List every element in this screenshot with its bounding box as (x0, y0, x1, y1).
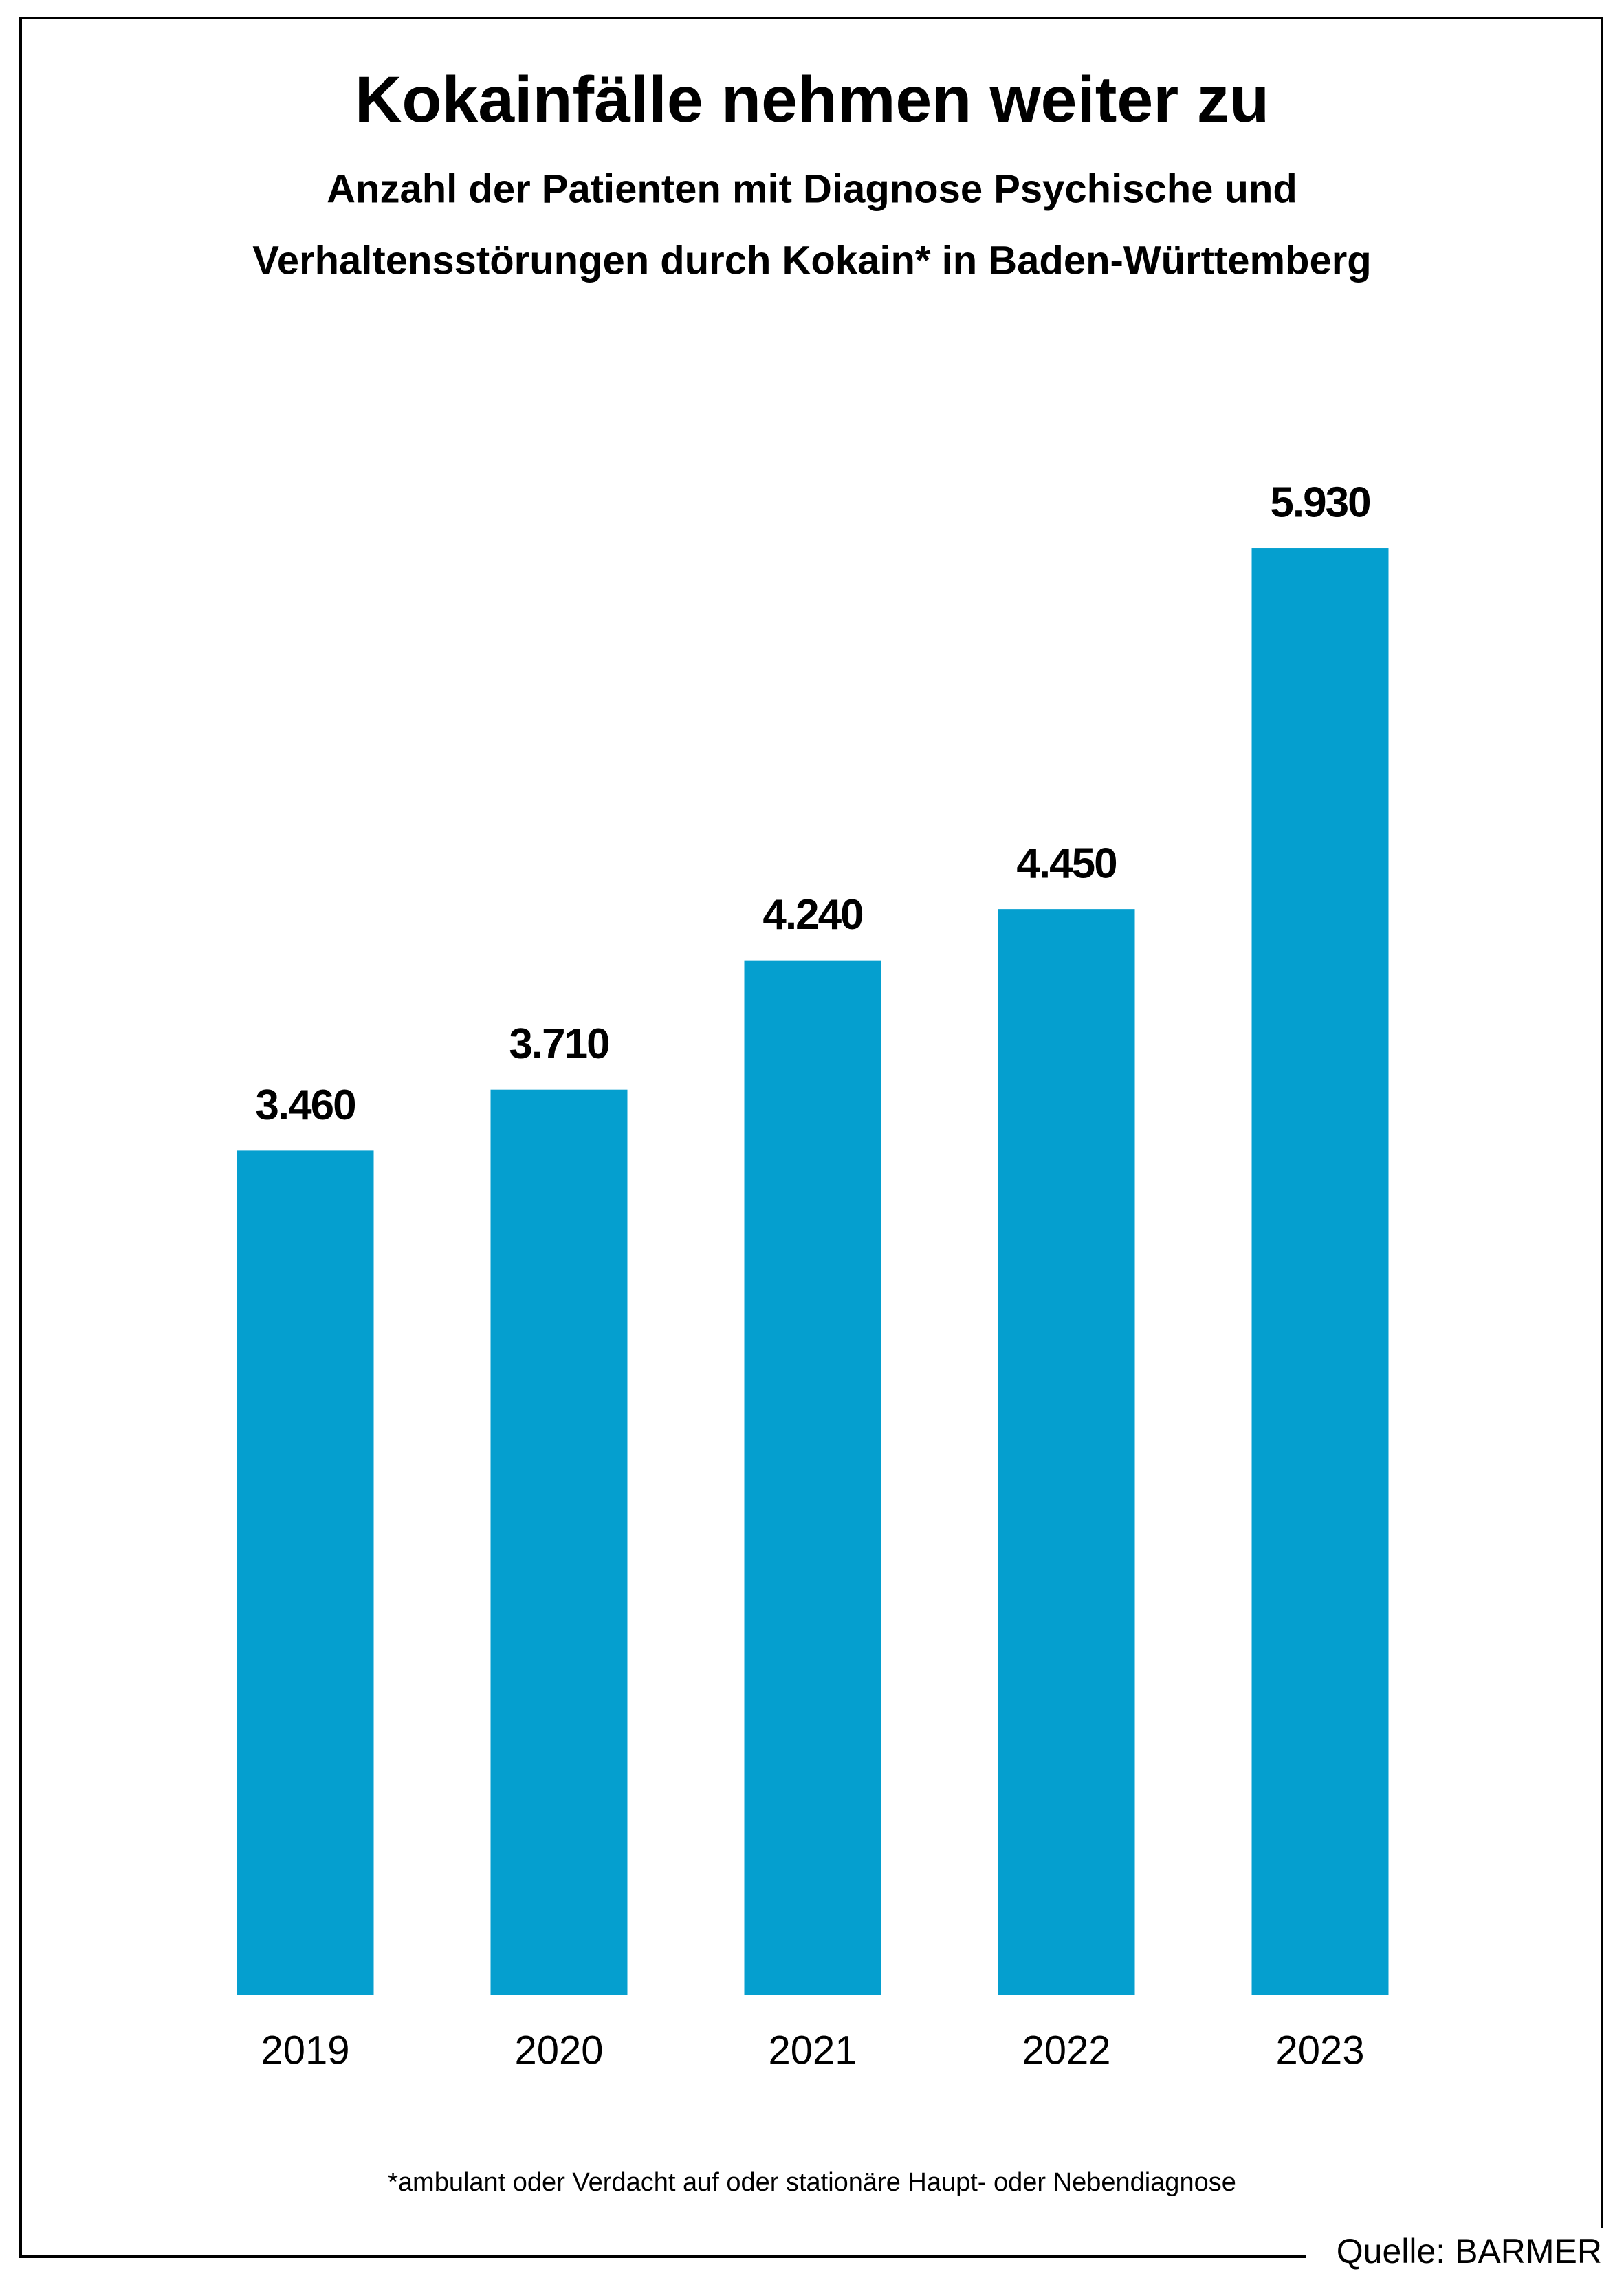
bar (237, 1150, 374, 1995)
value-label: 3.710 (509, 1020, 608, 1068)
value-label: 5.930 (1270, 479, 1370, 526)
bar (1251, 548, 1389, 1995)
source-backdrop (1306, 2228, 1609, 2283)
x-tick-label: 2021 (768, 2028, 857, 2072)
chart-subtitle: Anzahl der Patienten mit Diagnose Psychi… (327, 166, 1297, 211)
x-tick-label: 2022 (1022, 2028, 1110, 2072)
value-label: 3.460 (255, 1082, 355, 1129)
x-tick-label: 2023 (1275, 2028, 1364, 2072)
chart-subtitle: Verhaltensstörungen durch Kokain* in Bad… (252, 238, 1371, 283)
bar (490, 1089, 628, 1995)
footnote: *ambulant oder Verdacht auf oder station… (388, 2168, 1236, 2197)
x-tick-label: 2019 (261, 2028, 349, 2072)
bar (744, 960, 881, 1995)
bar (998, 909, 1135, 1995)
value-label: 4.450 (1016, 840, 1116, 888)
source: Quelle: BARMER (1337, 2232, 1602, 2270)
x-tick-label: 2020 (514, 2028, 603, 2072)
value-label: 4.240 (762, 891, 862, 939)
chart-title: Kokainfälle nehmen weiter zu (355, 63, 1269, 136)
frame (19, 17, 1603, 2258)
